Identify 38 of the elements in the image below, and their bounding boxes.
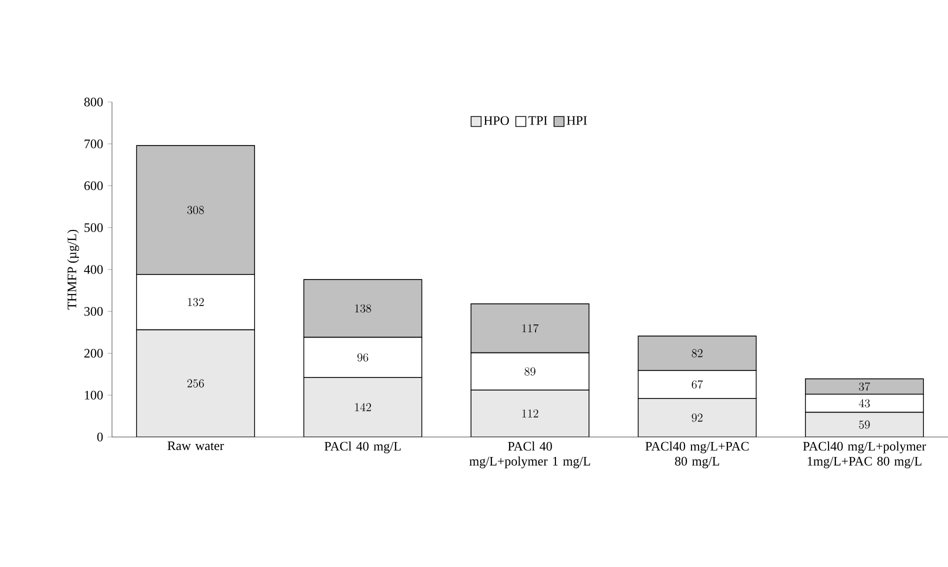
x-tick-label: PACl 40 mg/L <box>324 442 401 454</box>
bar <box>805 412 924 437</box>
y-tick-label: 300 <box>84 307 103 316</box>
data-label: 37 <box>859 382 870 391</box>
data-label: 112 <box>522 409 538 418</box>
y-tick-label: 500 <box>84 223 103 232</box>
y-tick-label: 0 <box>97 432 103 442</box>
data-label: 142 <box>355 403 371 412</box>
data-label: 117 <box>522 324 539 332</box>
data-label: 308 <box>187 206 204 214</box>
bar <box>638 398 757 437</box>
data-label: 59 <box>859 420 870 429</box>
legend-label: TPI <box>528 116 548 125</box>
data-label: 92 <box>692 414 702 422</box>
data-label: 67 <box>692 380 703 389</box>
y-tick-label: 200 <box>84 348 103 358</box>
y-tick-label: 400 <box>84 265 103 274</box>
x-tick-label: PACl40 mg/L+PAC 80 mg/L <box>645 442 749 468</box>
data-label: 82 <box>692 349 702 358</box>
y-tick-label: 100 <box>84 390 103 400</box>
y-tick-label: 800 <box>84 98 103 106</box>
x-tick-label: PACl40 mg/L+polymer 1mg/L+PAC 80 mg/L <box>803 442 926 468</box>
bar <box>136 329 255 437</box>
legend-label: HPO <box>484 116 509 125</box>
data-label: 43 <box>858 399 870 408</box>
y-tick-label: 700 <box>84 140 103 148</box>
data-label: 138 <box>355 304 372 313</box>
y-axis-title: THMFP (µg/L) <box>67 230 79 310</box>
x-tick-label: Raw water <box>168 442 224 450</box>
y-tick-label: 600 <box>84 181 103 190</box>
bar <box>303 377 422 437</box>
data-label: 96 <box>357 353 368 362</box>
legend-label: HPI <box>566 116 587 125</box>
data-label: 256 <box>187 379 204 388</box>
data-label: 89 <box>524 367 536 376</box>
bar <box>470 390 590 437</box>
x-tick-label: PACl 40 mg/L+polymer 1 mg/L <box>469 442 590 468</box>
data-label: 132 <box>188 298 204 306</box>
